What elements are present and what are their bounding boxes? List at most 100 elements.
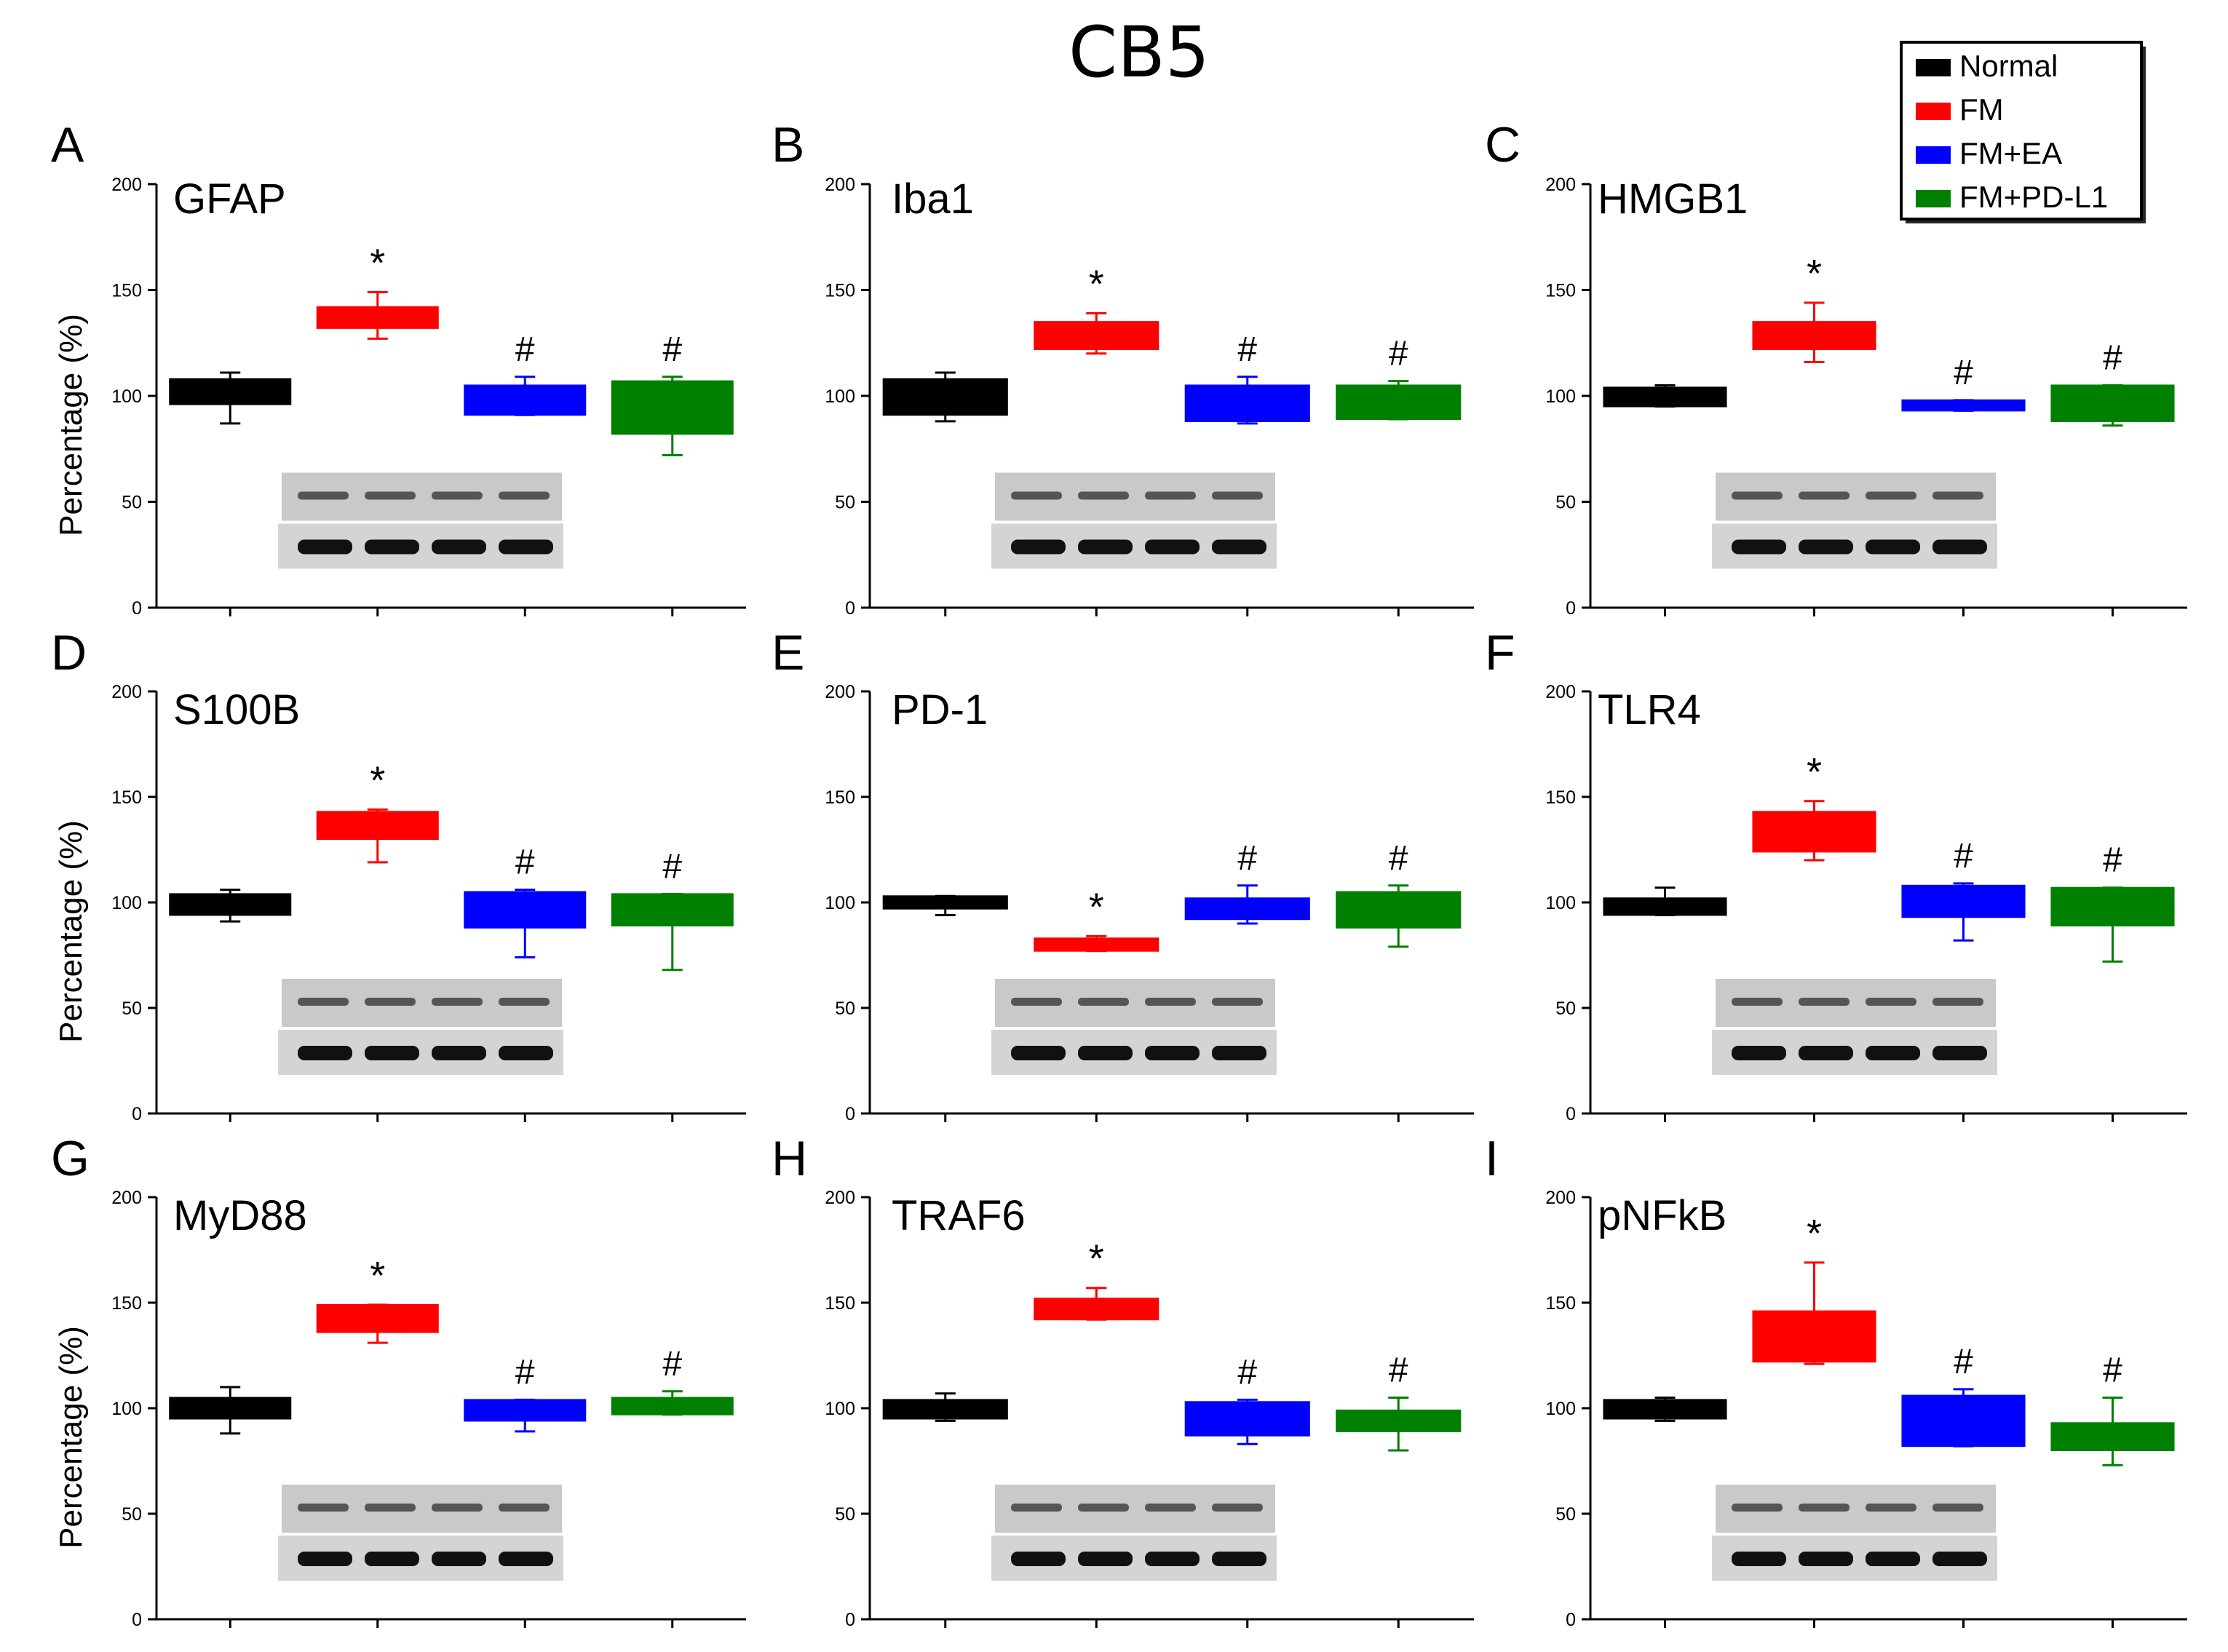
box-fm-ea xyxy=(1901,884,2026,918)
y-tick-label: 0 xyxy=(845,1104,855,1124)
y-tick-label: 50 xyxy=(835,493,855,513)
y-tick-label: 50 xyxy=(1555,1504,1576,1525)
panel-d: D S100B 0 50 100 150 200 Percentage (%) * # # xyxy=(51,625,746,1124)
y-tick-label: 150 xyxy=(825,281,855,301)
panel-letter: C xyxy=(1485,117,1521,172)
y-tick-label: 50 xyxy=(122,493,142,513)
y-tick-label: 200 xyxy=(1545,682,1576,702)
y-tick-label: 0 xyxy=(1566,1104,1576,1124)
y-tick-label: 150 xyxy=(111,281,142,301)
y-tick-label: 100 xyxy=(825,386,855,407)
significance-star: * xyxy=(1089,1237,1104,1281)
box-fm xyxy=(1752,811,1876,853)
significance-hash: # xyxy=(2103,338,2122,377)
significance-hash: # xyxy=(515,1353,535,1391)
box-fm-pd-l1 xyxy=(611,1397,734,1415)
panel-title: pNFkB xyxy=(1598,1192,1726,1239)
box-fm-ea xyxy=(1901,399,2026,412)
y-tick-label: 200 xyxy=(825,1188,855,1208)
legend-label: FM xyxy=(1959,92,2004,127)
box-normal xyxy=(882,895,1008,910)
panel-a: A GFAP 0 50 100 150 200 Percentage (%) * # # xyxy=(51,117,746,619)
y-tick-label: 50 xyxy=(835,1504,855,1525)
panel-letter: G xyxy=(51,1131,90,1186)
box-normal xyxy=(882,378,1008,416)
panel-letter: F xyxy=(1485,625,1515,680)
legend-label: FM+PD-L1 xyxy=(1959,180,2108,214)
significance-hash: # xyxy=(2103,841,2122,880)
western-blot-image xyxy=(278,1485,563,1581)
y-tick-label: 0 xyxy=(1566,598,1576,619)
significance-hash: # xyxy=(1237,330,1257,369)
y-tick-label: 0 xyxy=(132,1104,142,1124)
significance-hash: # xyxy=(1954,1343,1973,1381)
y-tick-label: 50 xyxy=(1555,493,1576,513)
y-tick-label: 100 xyxy=(1545,893,1576,913)
panel-letter: A xyxy=(51,117,84,172)
box-fm xyxy=(1034,937,1159,952)
panel-e: E PD-1 0 50 100 150 200 * # # xyxy=(772,625,1474,1124)
significance-hash: # xyxy=(2103,1351,2122,1390)
panel-f: F TLR4 0 50 100 150 200 * # # xyxy=(1485,625,2187,1124)
y-tick-label: 150 xyxy=(1545,1293,1576,1314)
y-tick-label: 150 xyxy=(1545,787,1576,808)
y-tick-label: 50 xyxy=(122,1504,142,1525)
panel-title: TLR4 xyxy=(1598,686,1701,734)
western-blot-image xyxy=(1712,472,1997,569)
panel-letter: B xyxy=(772,117,804,172)
box-fm-ea xyxy=(464,384,587,416)
y-axis-label: Percentage (%) xyxy=(53,820,89,1043)
box-fm-ea xyxy=(1901,1394,2026,1448)
box-fm-pd-l1 xyxy=(1336,891,1462,929)
box-fm-pd-l1 xyxy=(611,380,734,435)
y-tick-label: 150 xyxy=(111,1293,142,1314)
significance-hash: # xyxy=(1954,354,1973,392)
box-fm xyxy=(1752,321,1876,350)
y-tick-label: 200 xyxy=(111,1188,142,1208)
box-normal xyxy=(169,893,292,916)
panel-g: G MyD88 0 50 100 150 200 Percentage (%) * # # xyxy=(51,1131,746,1630)
y-tick-label: 200 xyxy=(111,682,142,702)
box-fm xyxy=(1034,321,1159,350)
y-tick-label: 150 xyxy=(825,787,855,808)
panel-title: Iba1 xyxy=(892,175,974,223)
panel-title: GFAP xyxy=(173,175,286,223)
y-tick-label: 50 xyxy=(835,998,855,1019)
y-tick-label: 100 xyxy=(1545,386,1576,407)
significance-star: * xyxy=(370,758,385,802)
legend-swatch xyxy=(1916,190,1951,207)
box-fm-ea xyxy=(464,1399,587,1422)
box-normal xyxy=(882,1399,1008,1420)
figure-title: CB5 xyxy=(1069,12,1210,93)
y-tick-label: 200 xyxy=(825,175,855,195)
panel-title: HMGB1 xyxy=(1598,175,1748,223)
y-tick-label: 100 xyxy=(1545,1399,1576,1419)
box-fm xyxy=(1034,1298,1159,1321)
western-blot-image xyxy=(1712,979,1997,1075)
box-fm-pd-l1 xyxy=(1336,384,1462,421)
y-tick-label: 150 xyxy=(1545,281,1576,301)
western-blot-image xyxy=(278,472,563,569)
significance-hash: # xyxy=(1237,1353,1257,1391)
box-fm-pd-l1 xyxy=(2050,1422,2175,1452)
box-fm-ea xyxy=(464,891,587,929)
y-tick-label: 50 xyxy=(122,998,142,1019)
panel-title: TRAF6 xyxy=(892,1192,1026,1239)
significance-hash: # xyxy=(662,1345,682,1383)
panel-letter: D xyxy=(51,625,87,680)
legend-swatch xyxy=(1916,146,1951,164)
box-fm xyxy=(1752,1310,1876,1363)
western-blot-image xyxy=(991,1485,1277,1581)
box-fm-pd-l1 xyxy=(611,893,734,926)
y-tick-label: 50 xyxy=(1555,998,1576,1019)
y-tick-label: 150 xyxy=(111,787,142,808)
significance-hash: # xyxy=(1237,839,1257,878)
significance-hash: # xyxy=(662,330,682,369)
y-tick-label: 0 xyxy=(132,1610,142,1630)
box-normal xyxy=(1603,897,1727,916)
box-fm xyxy=(316,1303,439,1333)
y-tick-label: 150 xyxy=(825,1293,855,1314)
significance-hash: # xyxy=(515,330,535,369)
y-tick-label: 0 xyxy=(845,598,855,619)
